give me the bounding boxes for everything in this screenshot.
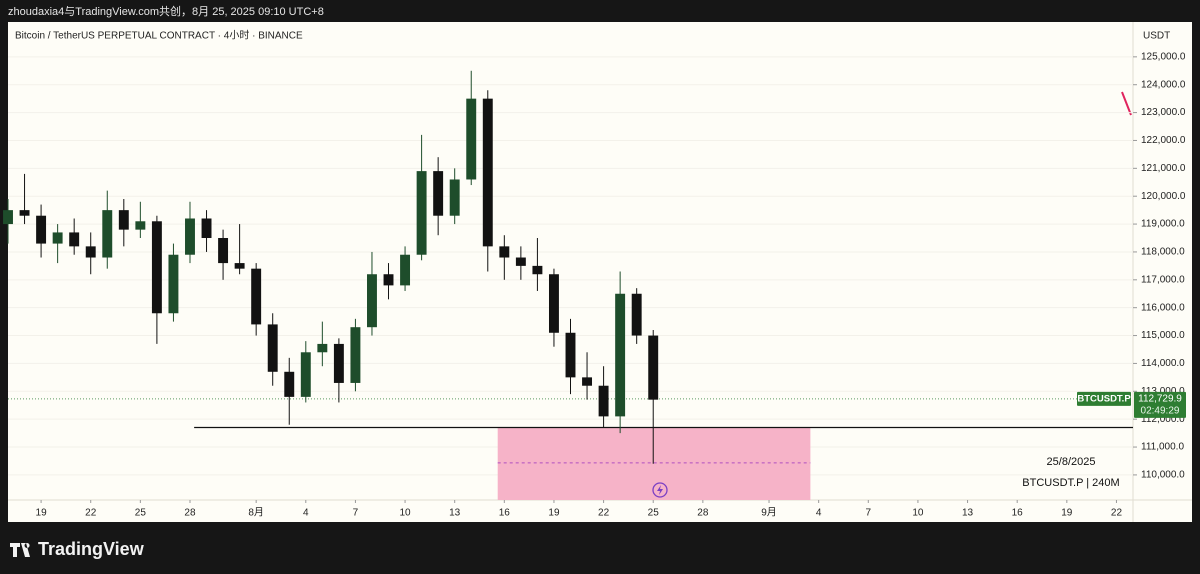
x-tick-label: 8月 — [248, 507, 264, 519]
y-tick-label: 125,000.0 — [1141, 51, 1186, 62]
footer-logo: TradingView — [10, 539, 145, 559]
candle-body — [582, 377, 593, 386]
x-tick-label: 7 — [866, 508, 872, 519]
y-tick-label: 120,000.0 — [1141, 191, 1186, 202]
candle-body — [201, 218, 212, 239]
candle-body — [19, 210, 30, 216]
candle-body — [85, 246, 96, 258]
header-text: zhoudaxia4与TradingView.com共创，8月 25, 2025… — [8, 5, 324, 18]
icon-bolt — [657, 485, 663, 495]
icon-circle — [652, 482, 668, 498]
drawing-stroke — [1121, 91, 1132, 116]
y-tick-label: 118,000.0 — [1141, 247, 1185, 258]
candle-body — [449, 179, 460, 216]
candle-body — [251, 268, 262, 325]
x-tick-label: 19 — [548, 508, 560, 519]
candle-body — [3, 210, 13, 225]
candle-body — [333, 343, 344, 383]
y-tick-label: 116,000.0 — [1141, 302, 1185, 313]
x-tick-label: 4 — [816, 508, 822, 519]
candle-body — [466, 98, 477, 180]
symbol-tag-text: BTCUSDT.P — [1077, 393, 1131, 404]
note-text: BTCUSDT.P | 240M — [1022, 477, 1119, 489]
candle-body — [36, 215, 47, 244]
chart-title: Bitcoin / TetherUS PERPETUAL CONTRACT · … — [15, 30, 303, 42]
footer-brand: TradingView — [38, 539, 145, 559]
y-tick-label: 119,000.0 — [1141, 219, 1185, 230]
y-tick-label: 122,000.0 — [1141, 135, 1186, 146]
price-tag-text: 112,729.9 — [1138, 393, 1182, 404]
symbol-tag — [1077, 391, 1131, 406]
x-tick-label: 13 — [962, 508, 974, 519]
candle-body — [367, 274, 377, 328]
candle-body — [400, 254, 411, 286]
y-tick-label: 111,000.0 — [1141, 442, 1184, 453]
candle-body — [648, 335, 659, 400]
candle-body — [548, 274, 559, 333]
candle-body — [615, 293, 626, 417]
x-tick-label: 10 — [399, 508, 411, 519]
zone-box — [497, 427, 811, 500]
candle-body — [234, 263, 245, 269]
x-tick-label: 16 — [499, 508, 511, 519]
logo-icon — [10, 543, 30, 557]
currency-label: USDT — [1143, 31, 1170, 42]
candle-body — [532, 265, 543, 275]
price-tag — [1134, 391, 1186, 418]
y-tick-label: 124,000.0 — [1141, 79, 1186, 90]
y-tick-label: 114,000.0 — [1141, 358, 1185, 369]
candle-body — [317, 343, 328, 353]
x-tick-label: 22 — [1111, 508, 1123, 519]
candle-body — [631, 293, 642, 336]
candle-body — [168, 254, 179, 314]
x-tick-label: 22 — [85, 508, 97, 519]
candle-body — [284, 371, 295, 397]
x-tick-label: 19 — [1061, 508, 1073, 519]
candle-body — [416, 171, 427, 255]
y-tick-label: 110,000.0 — [1141, 470, 1185, 481]
x-tick-label: 28 — [184, 508, 196, 519]
candle-body — [135, 221, 146, 230]
x-tick-label: 4 — [303, 508, 309, 519]
x-tick-label: 16 — [1012, 508, 1024, 519]
note-text: 25/8/2025 — [1047, 456, 1096, 468]
candle-body — [185, 218, 195, 255]
countdown-text: 02:49:29 — [1141, 405, 1180, 416]
x-tick-label: 7 — [353, 508, 359, 519]
candle-body — [499, 246, 510, 258]
plot: 110,000.0 111,000.0 112,000.0 113,000.0 114,… — [3, 51, 1186, 519]
x-tick-label: 10 — [912, 508, 924, 519]
candle-body — [482, 98, 493, 247]
candle-body — [151, 221, 162, 314]
candle-body — [267, 324, 278, 372]
candle-body — [350, 327, 361, 383]
x-tick-label: 19 — [36, 508, 48, 519]
y-tick-label: 115,000.0 — [1141, 330, 1185, 341]
candle-body — [118, 210, 129, 230]
candle-body — [515, 257, 526, 266]
candle-body — [300, 352, 311, 397]
candle-body — [383, 274, 394, 286]
y-tick-label: 123,000.0 — [1141, 107, 1186, 118]
replay-icon — [652, 482, 668, 498]
y-tick-label: 112,000.0 — [1141, 414, 1185, 425]
candle-body — [433, 171, 444, 216]
candle-body — [52, 232, 63, 244]
candle-body — [218, 238, 229, 264]
x-tick-label: 28 — [697, 508, 709, 519]
candle-body — [69, 232, 80, 247]
x-tick-label: 13 — [449, 508, 461, 519]
candle-body — [565, 332, 576, 378]
y-tick-label: 117,000.0 — [1141, 274, 1185, 285]
y-tick-label: 121,000.0 — [1141, 163, 1186, 174]
candle-body — [102, 210, 113, 258]
candle-body — [598, 385, 609, 417]
x-tick-label: 22 — [598, 508, 610, 519]
x-tick-label: 25 — [135, 508, 147, 519]
x-tick-label: 9月 — [761, 507, 777, 519]
x-tick-label: 25 — [648, 508, 660, 519]
y-tick-label: 113,000.0 — [1141, 386, 1185, 397]
